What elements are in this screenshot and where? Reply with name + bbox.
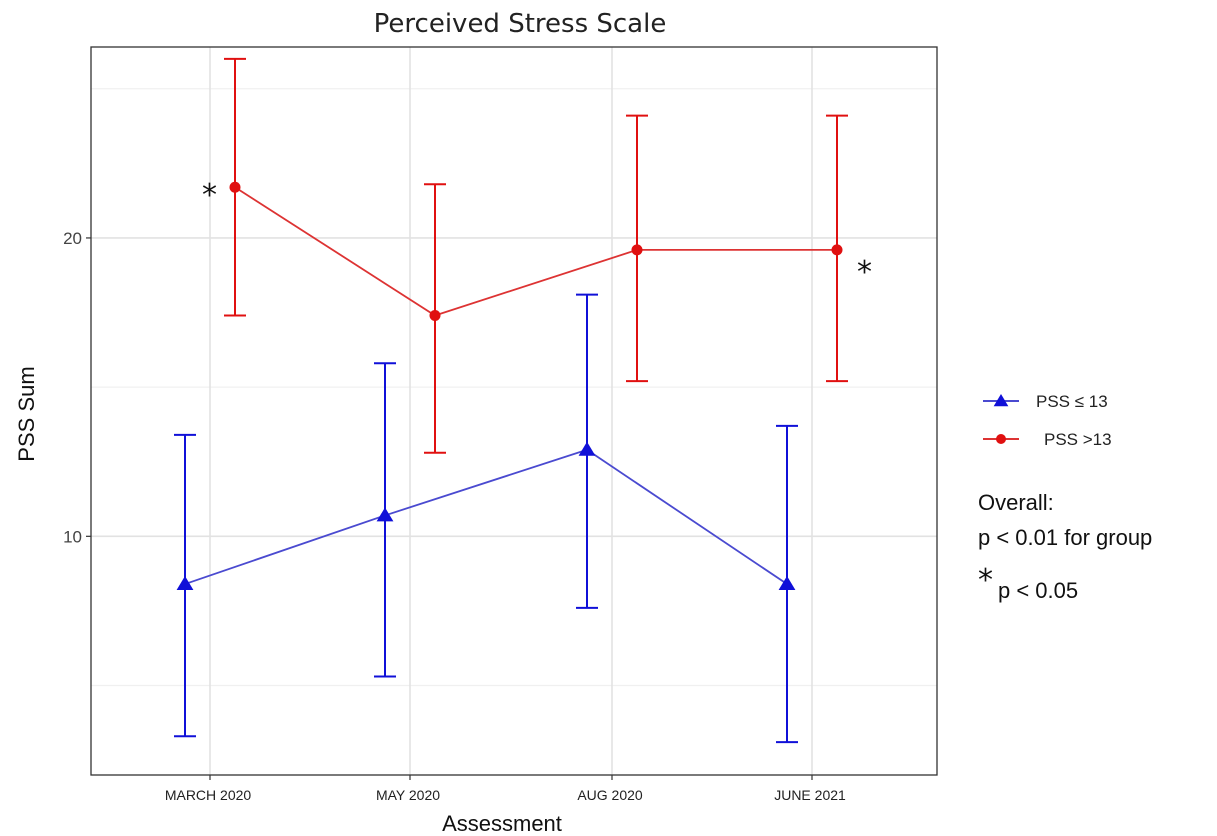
- legend-label: PSS >13: [1044, 430, 1112, 449]
- note-p-value: p < 0.05: [998, 578, 1078, 603]
- y-axis-title: PSS Sum: [14, 366, 39, 461]
- x-tick-label: JUNE 2021: [774, 787, 846, 803]
- data-point-triangle: [778, 576, 796, 591]
- legend-label: PSS ≤ 13: [1036, 392, 1108, 411]
- plot-background: [91, 47, 937, 775]
- note-overall: Overall:: [978, 490, 1054, 515]
- data-point-circle: [631, 244, 643, 256]
- series-line: [184, 448, 788, 585]
- legend-marker-triangle: [993, 394, 1009, 407]
- x-axis-title: Assessment: [442, 811, 562, 836]
- data-point-triangle: [578, 441, 596, 456]
- plot-area: 10 20 MARCH 2020 MAY 2020 AUG 2020 JUNE 2021 *…: [63, 46, 938, 803]
- x-tick-label: AUG 2020: [577, 787, 643, 803]
- data-point-circle: [429, 310, 441, 322]
- y-tick-label: 20: [63, 229, 82, 248]
- legend-item: PSS >13: [983, 430, 1112, 449]
- significance-asterisk: *: [202, 178, 217, 213]
- note-star: *: [978, 563, 993, 598]
- data-point-triangle: [376, 507, 394, 522]
- data-point-circle: [831, 244, 843, 256]
- significance-asterisk: *: [857, 255, 872, 290]
- plot-border: [90, 46, 938, 776]
- chart-title: Perceived Stress Scale: [374, 9, 667, 39]
- series-line: [234, 186, 837, 317]
- legend: PSS ≤ 13 PSS >13: [983, 392, 1112, 449]
- data-point-circle: [229, 181, 241, 193]
- note-group-p: p < 0.01 for group: [978, 525, 1152, 550]
- legend-item: PSS ≤ 13: [983, 392, 1108, 411]
- x-tick-label: MARCH 2020: [165, 787, 252, 803]
- x-tick-label: MAY 2020: [376, 787, 440, 803]
- legend-marker-circle: [996, 434, 1006, 444]
- data-point-triangle: [176, 576, 194, 591]
- stats-note: Overall: p < 0.01 for group * p < 0.05: [978, 490, 1152, 603]
- y-tick-label: 10: [63, 527, 82, 546]
